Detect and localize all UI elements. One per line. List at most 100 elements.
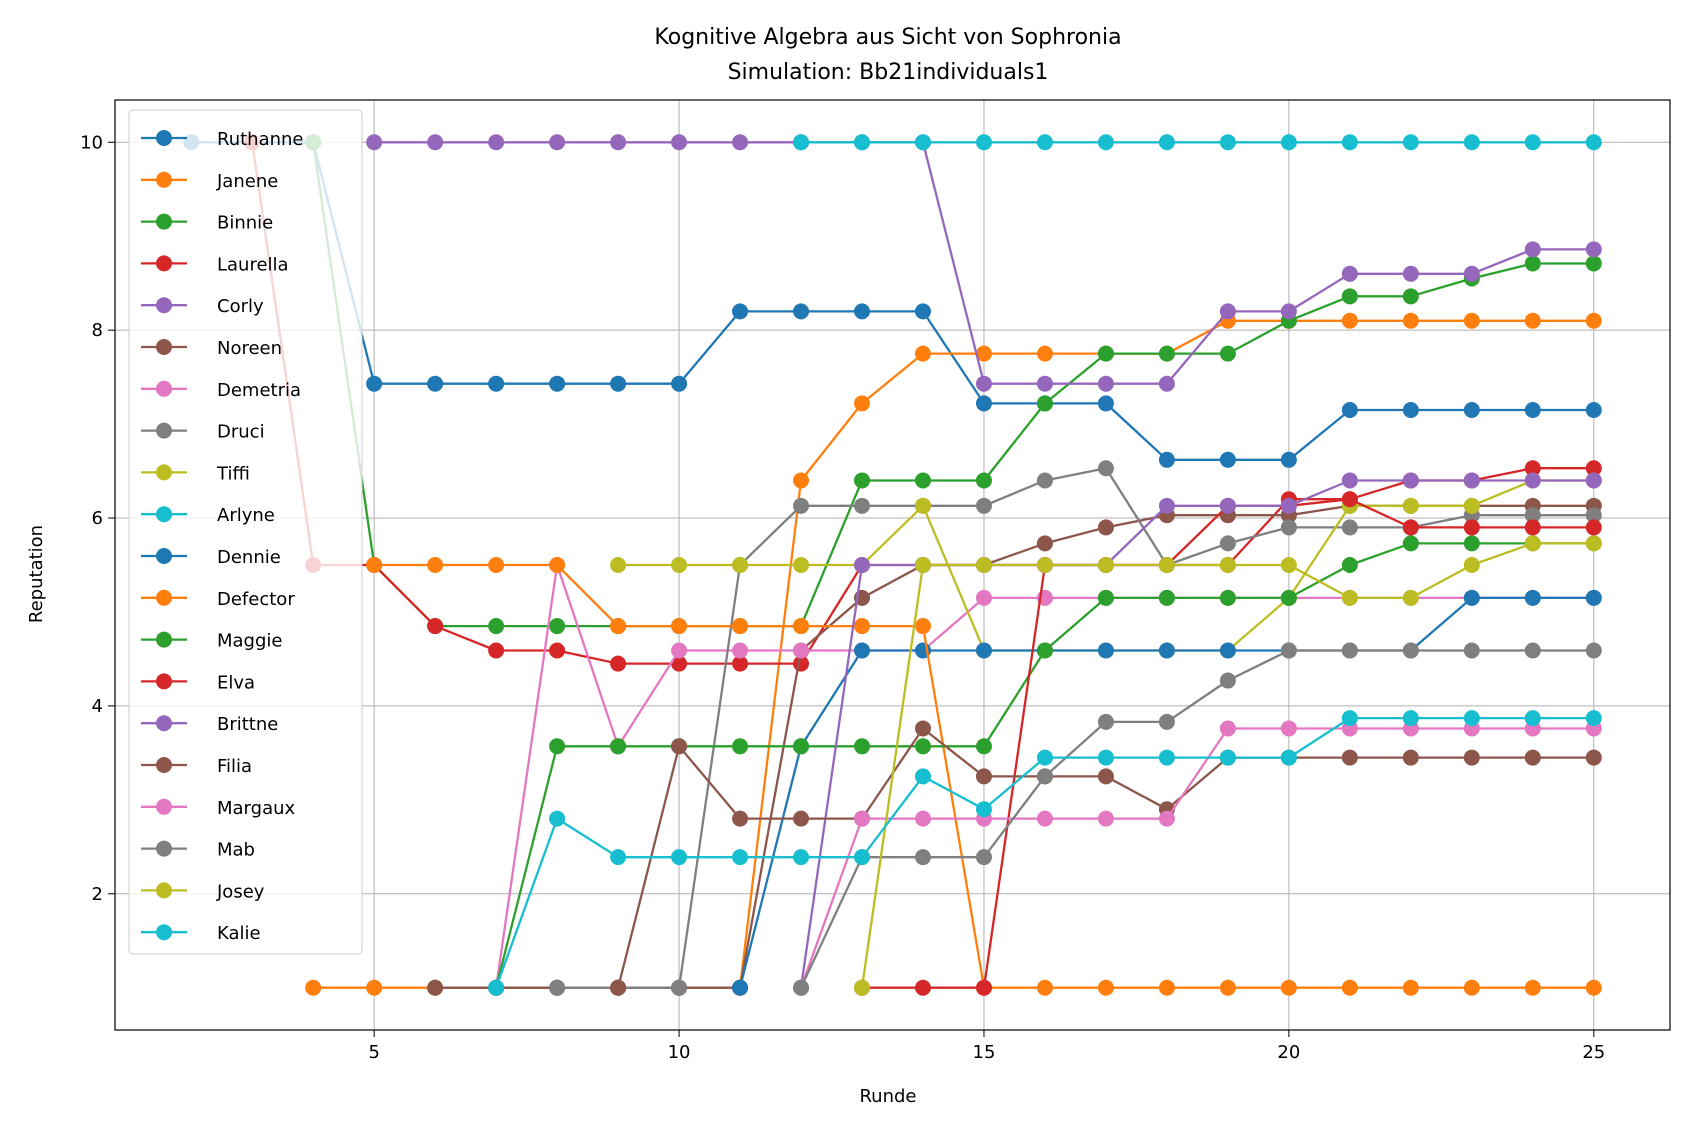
data-point — [1280, 497, 1297, 514]
data-point — [1463, 979, 1480, 996]
series-line — [191, 141, 1594, 461]
legend-marker — [156, 589, 172, 606]
data-point — [914, 979, 931, 996]
y-axis-label: Reputation — [26, 525, 47, 623]
data-point — [914, 134, 931, 151]
data-point — [1097, 810, 1114, 827]
data-point — [1402, 402, 1419, 418]
data-point — [1097, 345, 1114, 362]
data-point — [1585, 402, 1602, 418]
series-defector — [366, 557, 1602, 996]
legend-item: Ruthanne — [141, 129, 304, 150]
legend-item: Druci — [141, 422, 265, 443]
data-point — [488, 642, 505, 659]
data-point — [1524, 312, 1541, 329]
data-point — [975, 557, 992, 573]
legend-label: Mab — [217, 840, 255, 861]
data-point — [1402, 288, 1419, 305]
data-point — [1341, 710, 1358, 727]
data-point — [914, 472, 931, 489]
legend-label: Elva — [217, 672, 255, 693]
data-point — [671, 557, 688, 573]
data-point — [671, 849, 688, 866]
data-point — [1097, 134, 1114, 151]
data-point — [1097, 768, 1114, 785]
data-point — [1463, 497, 1480, 514]
legend-label: Arlyne — [217, 505, 275, 526]
data-point — [914, 618, 931, 635]
data-point — [914, 720, 931, 737]
plot-area-frame — [114, 99, 1671, 1031]
data-point — [1158, 713, 1175, 730]
legend-item: Filia — [141, 756, 252, 777]
data-point — [305, 979, 322, 996]
data-point — [1402, 519, 1419, 536]
data-point — [1524, 460, 1541, 477]
data-point — [671, 979, 688, 996]
y-tick-label: 6 — [92, 508, 103, 529]
data-point — [366, 134, 383, 151]
data-point — [1402, 265, 1419, 282]
data-point — [732, 134, 749, 151]
x-axis-label: Runde — [859, 1086, 916, 1107]
data-point — [549, 557, 566, 573]
x-tick-label: 10 — [668, 1042, 691, 1063]
data-point — [975, 497, 992, 514]
data-point — [610, 134, 627, 151]
series-group — [183, 134, 1602, 996]
data-point — [1524, 134, 1541, 151]
legend-label: Demetria — [217, 380, 301, 401]
data-point — [549, 810, 566, 827]
data-point — [1585, 979, 1602, 996]
series-kalie — [488, 710, 1602, 996]
data-point — [1097, 979, 1114, 996]
legend-marker — [156, 297, 172, 314]
data-point — [610, 618, 627, 635]
legend-label: Binnie — [217, 213, 273, 234]
data-point — [488, 134, 505, 151]
legend-label: Defector — [217, 589, 295, 610]
data-point — [1036, 749, 1053, 766]
data-point — [1219, 535, 1236, 552]
data-point — [1402, 134, 1419, 151]
axis-ticks: 5 10 15 20 25 2 4 6 8 10 — [80, 132, 1605, 1063]
data-point — [1280, 720, 1297, 737]
data-point — [1219, 589, 1236, 606]
data-point — [488, 375, 505, 392]
data-point — [854, 472, 871, 489]
data-point — [1341, 312, 1358, 329]
data-point — [1585, 749, 1602, 766]
series-josey — [854, 535, 1602, 996]
series-line — [557, 467, 1594, 989]
data-point — [1524, 255, 1541, 272]
data-point — [549, 618, 566, 635]
legend-label: Margaux — [217, 798, 296, 819]
data-point — [1585, 519, 1602, 536]
data-point — [975, 642, 992, 659]
data-point — [854, 557, 871, 573]
data-point — [1341, 589, 1358, 606]
legend-marker — [156, 548, 172, 564]
data-point — [1463, 402, 1480, 418]
data-point — [1158, 589, 1175, 606]
data-point — [1280, 642, 1297, 659]
data-point — [1463, 519, 1480, 536]
legend-marker — [156, 213, 172, 230]
data-point — [1585, 642, 1602, 659]
legend-marker — [156, 464, 172, 481]
data-point — [914, 303, 931, 320]
data-point — [732, 655, 749, 672]
data-point — [671, 655, 688, 672]
data-point — [793, 134, 810, 151]
data-point — [549, 375, 566, 392]
x-tick-label: 5 — [368, 1042, 379, 1063]
series-line — [799, 649, 1594, 989]
data-point — [1402, 312, 1419, 329]
data-point — [1341, 288, 1358, 305]
data-point — [427, 979, 444, 996]
data-point — [1036, 810, 1053, 827]
legend-marker — [156, 882, 172, 899]
data-point — [610, 655, 627, 672]
legend-label: Corly — [217, 296, 264, 317]
